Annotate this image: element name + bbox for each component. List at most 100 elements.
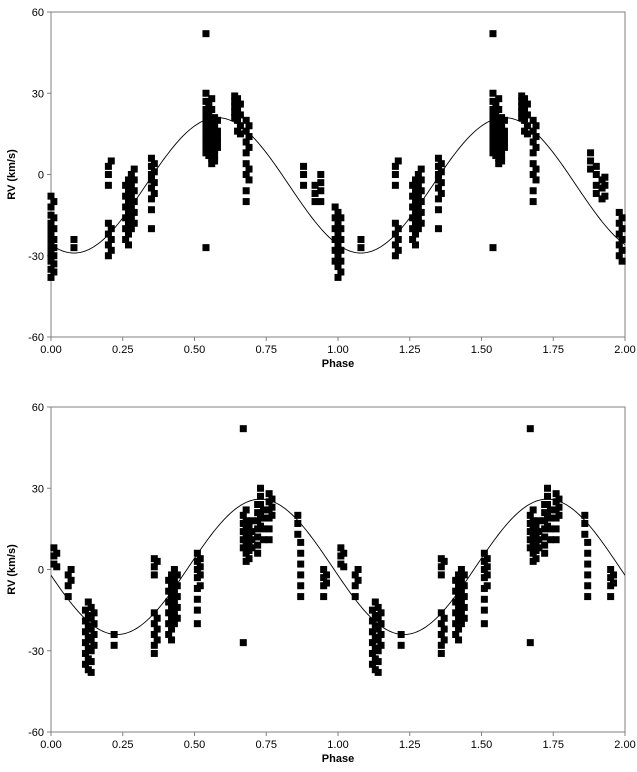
data-point [173,593,181,601]
data-point [242,149,250,157]
y-tick-label: -60 [28,332,44,344]
data-point [130,187,138,195]
data-point [552,536,560,544]
data-point [526,639,534,647]
data-point [242,517,250,525]
data-point [104,171,112,178]
data-point [254,517,262,525]
data-point [248,528,256,536]
data-point [50,198,58,206]
data-point [245,133,253,141]
data-point [170,609,178,617]
data-point [535,536,543,544]
data-point [259,525,267,533]
data-point [268,495,276,503]
data-point [391,162,399,170]
data-point [257,484,265,492]
data-point [150,179,158,187]
data-point [153,614,161,622]
data-point [618,257,626,265]
data-point [618,225,626,233]
data-point [437,563,445,571]
data-point [483,555,491,563]
data-point [411,219,419,227]
data-point [150,641,158,649]
data-point [460,593,468,601]
data-point [110,631,118,638]
data-point [205,111,213,119]
data-point [127,203,135,211]
data-point [242,506,250,514]
data-point [544,484,552,492]
data-point [618,246,626,254]
data-point [213,127,221,135]
data-point [173,582,181,590]
data-point [127,181,135,189]
data-point [337,214,345,222]
data-point [368,617,376,625]
data-point [268,511,276,519]
data-point [492,100,500,108]
data-point [202,106,210,113]
data-point [104,230,112,238]
data-point [90,631,98,638]
y-tick-label: -30 [28,251,44,263]
data-point [409,225,417,233]
data-point [532,165,540,173]
data-point [127,171,135,178]
data-point [532,122,540,130]
data-point [236,122,244,130]
data-point [457,609,465,617]
data-point [317,187,325,195]
data-point [455,636,463,644]
data-point [452,587,460,595]
data-point [440,636,448,644]
data-point [165,598,173,606]
data-point [50,544,58,552]
data-point [391,181,399,189]
data-point [455,603,463,611]
data-point [331,214,339,222]
data-point [150,631,158,638]
data-point [377,631,385,638]
data-point [391,219,399,227]
data-point [67,576,75,584]
data-point [248,517,256,525]
data-point [544,501,552,508]
data-point [584,538,592,546]
data-point [437,641,445,649]
data-point [124,198,132,206]
data-point [122,236,130,243]
data-point [377,609,385,617]
data-point [584,549,592,557]
data-point [409,203,417,211]
y-tick-label: -60 [28,727,44,739]
data-point [351,582,359,590]
data-point [193,620,201,628]
plot-frame [50,11,626,338]
data-point [245,122,253,130]
data-point [334,273,342,281]
data-point [552,490,560,498]
data-point [529,171,537,178]
data-point [213,133,221,141]
x-tick-label: 0.00 [40,739,61,751]
data-point [147,206,155,214]
data-point [124,241,132,249]
data-point [434,154,442,162]
data-point [529,198,537,206]
y-axis-title: RV (km/s) [6,544,18,595]
data-point [455,582,463,590]
data-point [320,593,328,601]
data-point [90,609,98,617]
data-point [414,214,422,222]
data-point [153,625,161,633]
data-point [618,236,626,243]
data-point [455,571,463,579]
data-point [107,236,115,243]
data-point [452,620,460,628]
data-point [394,236,402,243]
data-point [584,560,592,568]
x-tick-label: 1.00 [327,344,348,356]
data-point [489,106,497,113]
